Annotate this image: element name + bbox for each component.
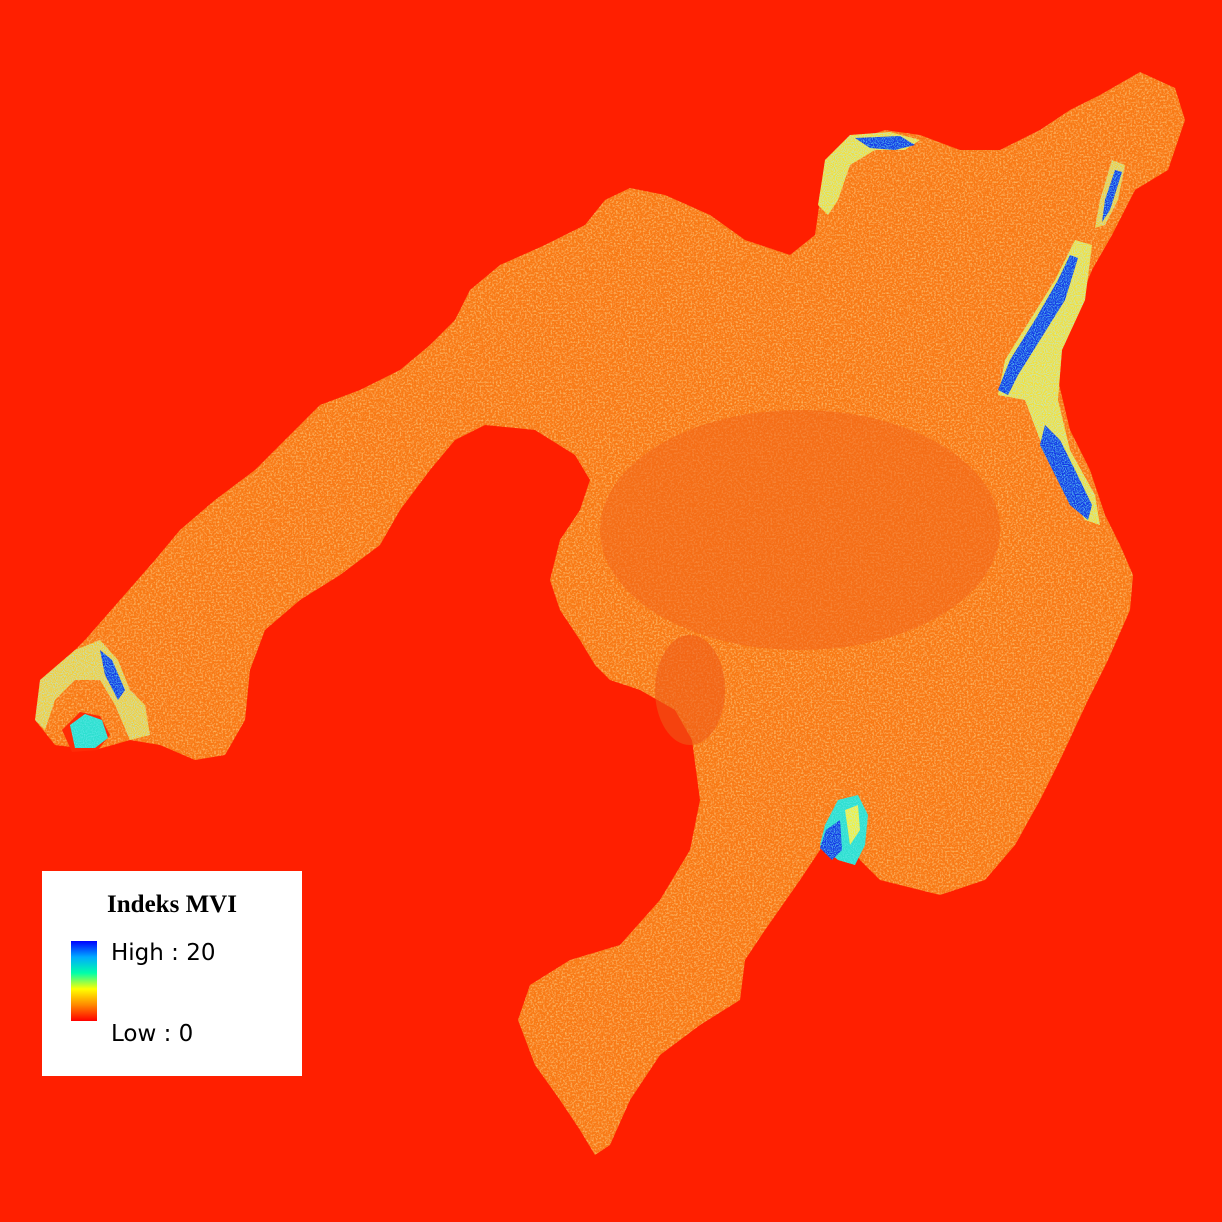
mangrove-patches [35,132,1125,865]
south-bay-mangrove-yellow [845,805,860,845]
east-coast-mangrove-blue-2 [1040,425,1092,520]
north-coast-mangrove-blue [855,136,915,150]
east-coast-mangrove [998,240,1100,525]
legend-title: Indeks MVI [107,891,237,918]
west-tip-lagoon-ring [70,714,108,748]
island-landmass [35,72,1185,1155]
legend-high-label: High : 20 [111,940,216,966]
west-tip-mangrove [35,640,150,740]
interior-dark-zone [600,410,1000,650]
north-coast-mangrove [818,132,920,215]
legend-color-ramp [71,941,97,1021]
legend-low-label: Low : 0 [111,1021,194,1047]
east-coast-mangrove-blue [998,255,1078,395]
interior-dark-zone-2 [655,635,725,745]
south-bay-mangrove-blue [820,820,842,860]
map-legend: Indeks MVI High : 20 Low : 0 [42,871,302,1076]
west-tip-mangrove-blue [100,650,125,700]
northeast-tip-mangrove-blue [1102,170,1122,222]
